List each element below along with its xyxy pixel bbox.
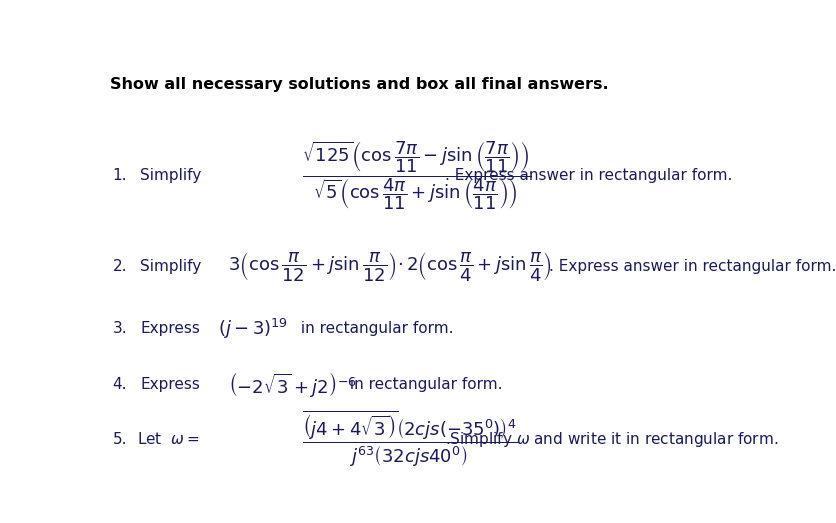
Text: in rectangular form.: in rectangular form. — [344, 378, 502, 392]
Text: $\left(-2\sqrt{3} + j2\right)^{-6}$: $\left(-2\sqrt{3} + j2\right)^{-6}$ — [227, 370, 356, 400]
Text: Express: Express — [140, 378, 200, 392]
Text: 1.: 1. — [112, 168, 127, 183]
Text: . Express answer in rectangular form.: . Express answer in rectangular form. — [445, 168, 732, 183]
Text: 3.: 3. — [112, 321, 127, 336]
Text: Show all necessary solutions and box all final answers.: Show all necessary solutions and box all… — [110, 77, 608, 92]
Text: . Express answer in rectangular form.: . Express answer in rectangular form. — [548, 259, 835, 274]
Text: Let  $\omega =$: Let $\omega =$ — [137, 431, 199, 447]
Text: 4.: 4. — [112, 378, 127, 392]
Text: $3\left(\cos\dfrac{\pi}{12} + j\sin\dfrac{\pi}{12}\right)\!\cdot 2\left(\cos\dfr: $3\left(\cos\dfrac{\pi}{12} + j\sin\dfra… — [228, 249, 551, 282]
Text: Express: Express — [140, 321, 200, 336]
Text: Simplify: Simplify — [140, 168, 201, 183]
Text: Simplify: Simplify — [140, 259, 201, 274]
Text: 5.: 5. — [112, 432, 127, 447]
Text: in rectangular form.: in rectangular form. — [296, 321, 453, 336]
Text: $\dfrac{\overline{\left(j4 + 4\sqrt{3}\right)}\left(2cjs\left(-35^{0}\right)\rig: $\dfrac{\overline{\left(j4 + 4\sqrt{3}\r… — [302, 409, 517, 469]
Text: $\left(j - 3\right)^{19}$: $\left(j - 3\right)^{19}$ — [218, 316, 288, 340]
Text: .Simplify $\omega$ and write it in rectangular form.: .Simplify $\omega$ and write it in recta… — [445, 430, 777, 449]
Text: 2.: 2. — [112, 259, 127, 274]
Text: $\dfrac{\sqrt{125}\left(\cos\dfrac{7\pi}{11} - j\sin\left(\dfrac{7\pi}{11}\right: $\dfrac{\sqrt{125}\left(\cos\dfrac{7\pi}… — [302, 139, 532, 212]
